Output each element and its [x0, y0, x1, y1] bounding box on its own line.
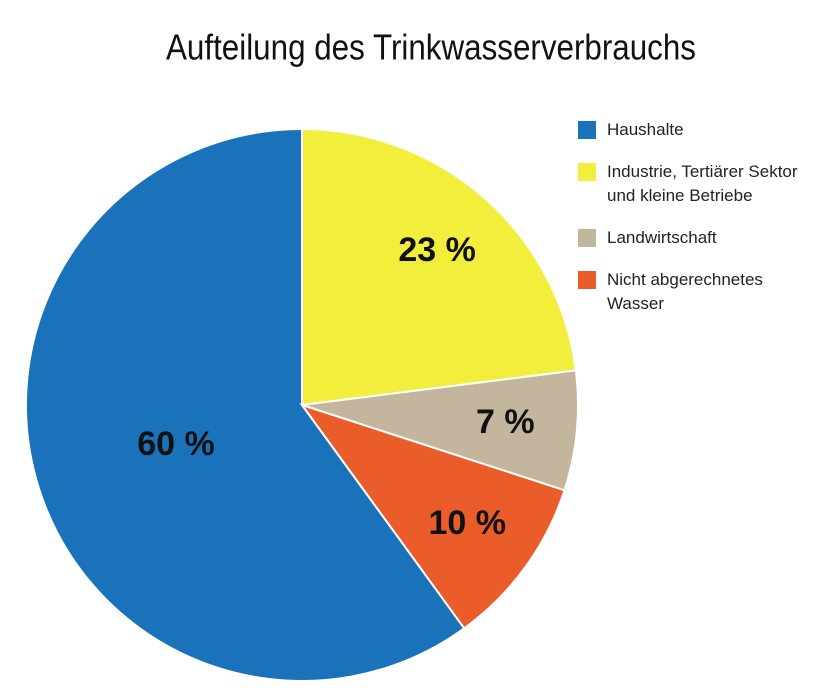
pie-slice [299, 403, 566, 630]
legend: Haushalte Industrie, Tertiärer Sektor und… [578, 118, 808, 334]
value-label: 60 % [137, 425, 215, 463]
legend-item: Nicht abgerechnetes Wasser [578, 268, 808, 316]
value-label: 10 % [428, 504, 506, 542]
legend-swatch [578, 229, 596, 247]
chart-title: Aufteilung des Trinkwasserverbrauchs [166, 27, 696, 68]
legend-item: Landwirtschaft [578, 226, 808, 250]
legend-swatch [578, 163, 596, 181]
legend-swatch [578, 121, 596, 139]
value-label: 7 % [476, 403, 535, 441]
legend-label: Haushalte [607, 120, 684, 139]
legend-label: Industrie, Tertiärer Sektor und kleine B… [607, 162, 798, 205]
legend-swatch [578, 271, 596, 289]
legend-label: Landwirtschaft [607, 228, 717, 247]
pie-slice [301, 127, 577, 407]
value-label: 23 % [398, 231, 476, 269]
pie-slice [301, 369, 579, 492]
pie-slice [25, 127, 466, 682]
legend-label: Nicht abgerechnetes Wasser [607, 270, 763, 313]
legend-item: Industrie, Tertiärer Sektor und kleine B… [578, 160, 808, 208]
legend-item: Haushalte [578, 118, 808, 142]
